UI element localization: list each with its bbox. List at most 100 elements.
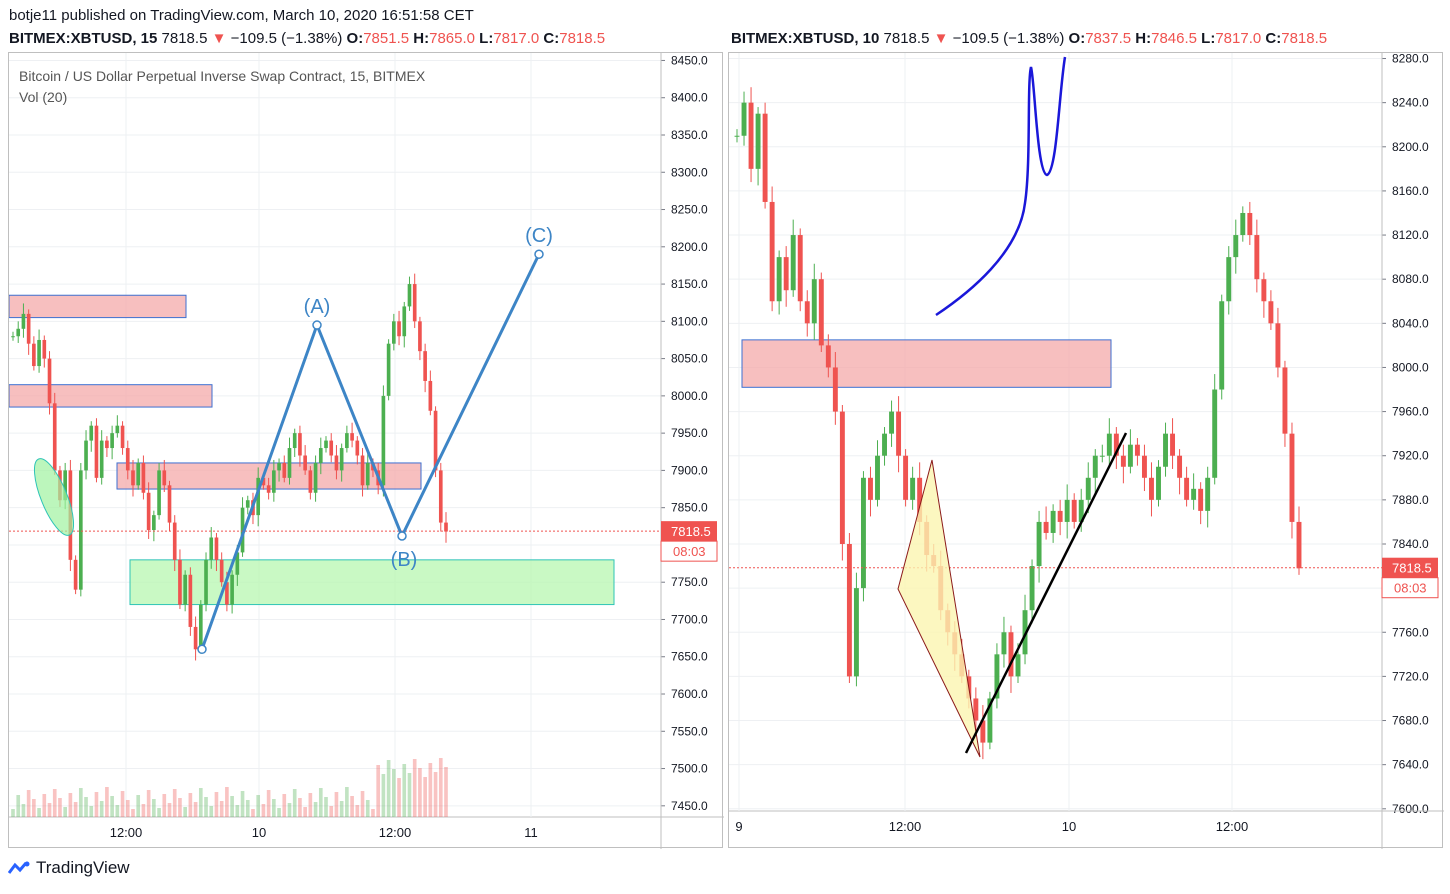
right-chart-svg[interactable]: 8280.0 8240.0 8200.0 8160.0 8120.0 8080.0 8040… xyxy=(729,53,1444,849)
volume-bar xyxy=(152,799,156,817)
candle-body xyxy=(245,500,250,508)
right-chart-panel[interactable]: 8280.0 8240.0 8200.0 8160.0 8120.0 8080.0 8040… xyxy=(728,52,1444,849)
volume-bar xyxy=(292,789,297,817)
volume-bar xyxy=(162,794,167,817)
candle-body xyxy=(198,604,203,650)
candle-body xyxy=(21,313,26,329)
last-price-label: 7818.5 xyxy=(1392,561,1432,576)
candle-body xyxy=(1001,632,1007,655)
volume-bar xyxy=(47,803,52,817)
candle-body xyxy=(178,559,182,605)
candle-body xyxy=(875,455,880,500)
y-tick-label: 8000.0 xyxy=(671,389,708,403)
candle-body xyxy=(1050,510,1056,533)
y-tick-label: 7760.0 xyxy=(1392,625,1429,639)
y-tick-label: 7680.0 xyxy=(1392,714,1429,728)
volume-bar xyxy=(386,760,391,817)
candle-body xyxy=(1099,455,1105,457)
y-tick-label: 8200.0 xyxy=(671,240,708,254)
left-h-label: H: xyxy=(413,30,430,47)
candle-body xyxy=(1254,235,1260,280)
candle-body xyxy=(1205,477,1211,511)
last-price-badge xyxy=(1382,557,1438,578)
candle-body xyxy=(115,425,120,434)
x-tick-label: 11 xyxy=(524,825,538,840)
candle-body xyxy=(776,257,782,302)
candle-body xyxy=(381,395,386,486)
volume-bar xyxy=(58,798,62,817)
candle-body xyxy=(1106,433,1112,456)
candle-body xyxy=(407,284,412,307)
volume-bar xyxy=(438,758,443,817)
y-tick-label: 8400.0 xyxy=(671,91,708,105)
volume-bar xyxy=(42,794,47,817)
y-tick-label: 7640.0 xyxy=(1392,758,1429,772)
candle-body xyxy=(917,477,923,522)
candle-body xyxy=(261,477,266,486)
candle-body xyxy=(94,425,99,478)
right-price: 7818.5 xyxy=(883,30,930,47)
right-close: 7818.5 xyxy=(1281,30,1328,47)
left-chart-svg[interactable]: 8450.0 8400.0 8350.0 8300.0 8250.0 8200.0 8150… xyxy=(9,53,724,849)
volume-bar xyxy=(183,807,187,817)
volume-bar xyxy=(105,787,109,817)
candle-body xyxy=(42,339,47,359)
candle-body xyxy=(204,559,208,605)
candle-body xyxy=(318,448,323,463)
right-symbol: BITMEX:XBTUSD, 10 xyxy=(731,30,880,47)
candle-body xyxy=(1226,257,1232,302)
y-tick-label: 7950.0 xyxy=(671,426,708,440)
y-tick-label: 8160.0 xyxy=(1392,184,1429,198)
volume-bar xyxy=(318,788,323,817)
candle-body xyxy=(355,440,360,456)
candle-body xyxy=(1233,235,1239,258)
candle-body xyxy=(797,235,803,302)
candle-body xyxy=(790,235,796,291)
candle-body xyxy=(73,559,78,590)
volume-bar xyxy=(261,804,266,817)
candle-body xyxy=(1212,389,1218,478)
y-tick-label: 7700.0 xyxy=(671,612,708,626)
candle-body xyxy=(1092,455,1098,478)
volume-bar xyxy=(251,809,255,817)
candle-body xyxy=(444,522,448,532)
volume-bar xyxy=(26,790,31,817)
candle-body xyxy=(896,411,902,456)
y-tick-label: 8040.0 xyxy=(1392,316,1429,330)
footer-brand[interactable]: TradingView xyxy=(8,858,130,878)
volume-bar xyxy=(407,773,412,817)
volume-bar xyxy=(193,802,198,817)
volume-bar xyxy=(225,787,229,817)
countdown-label: 08:03 xyxy=(1394,581,1427,596)
y-tick-label: 8240.0 xyxy=(1392,96,1429,110)
candle-body xyxy=(1156,466,1161,500)
left-chart-panel[interactable]: 8450.0 8400.0 8350.0 8300.0 8250.0 8200.0 8150… xyxy=(8,52,724,849)
countdown-label: 08:03 xyxy=(673,544,706,559)
zone-red xyxy=(9,294,187,319)
candle-body xyxy=(188,574,193,627)
candle-body xyxy=(1029,566,1035,611)
y-tick-label: 7550.0 xyxy=(671,724,708,738)
candle-body xyxy=(1064,499,1070,522)
candle-body xyxy=(1078,499,1084,522)
y-tick-label: 7920.0 xyxy=(1392,449,1429,463)
volume-bar xyxy=(146,790,151,817)
candle-body xyxy=(1015,654,1021,677)
right-h-label: H: xyxy=(1135,30,1152,47)
candle-body xyxy=(755,113,761,169)
volume-bar xyxy=(334,792,339,817)
y-tick-label: 8280.0 xyxy=(1392,53,1429,66)
volume-bar xyxy=(115,805,120,817)
y-tick-label: 7750.0 xyxy=(671,575,708,589)
y-tick-label: 8450.0 xyxy=(671,53,708,67)
volume-bar xyxy=(287,803,292,817)
left-l-label: L: xyxy=(479,30,494,47)
volume-bar xyxy=(360,791,365,817)
candle-body xyxy=(1036,521,1042,567)
y-tick-label: 8200.0 xyxy=(1392,140,1429,154)
candle-body xyxy=(1177,455,1183,478)
candle-body xyxy=(1275,323,1281,368)
volume-bar xyxy=(125,800,130,817)
candle-body xyxy=(313,462,318,493)
candle-body xyxy=(16,328,21,337)
